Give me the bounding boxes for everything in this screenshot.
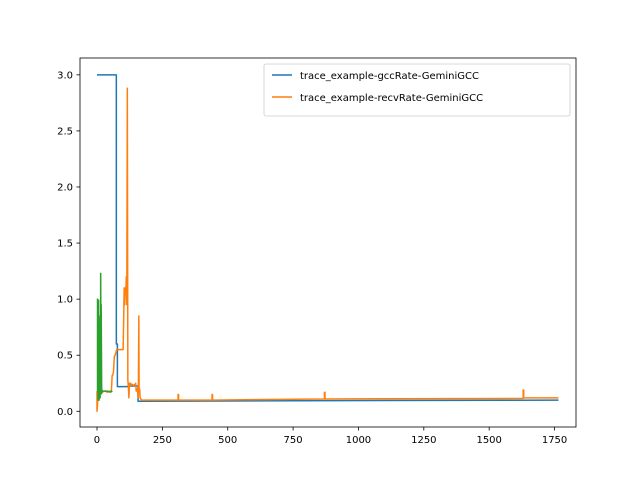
x-tick-label: 250 bbox=[153, 435, 172, 446]
x-tick-label: 1000 bbox=[346, 435, 371, 446]
y-tick-label: 0.5 bbox=[57, 351, 73, 362]
y-tick-label: 0.0 bbox=[57, 407, 73, 418]
y-tick-label: 1.5 bbox=[57, 239, 73, 250]
x-tick-label: 1500 bbox=[476, 435, 501, 446]
x-tick-label: 750 bbox=[284, 435, 303, 446]
series-lines bbox=[96, 74, 559, 413]
y-axis: 0.0 0.5 1.0 1.5 2.0 2.5 3.0 bbox=[57, 70, 80, 418]
series-line-2 bbox=[96, 87, 559, 413]
y-tick-label: 3.0 bbox=[57, 70, 73, 81]
x-axis: 0 250 500 750 1000 1250 1500 1750 bbox=[94, 427, 567, 446]
legend: trace_example-gccRate-GeminiGCC trace_exa… bbox=[263, 63, 571, 117]
y-tick-label: 2.0 bbox=[57, 182, 73, 193]
series-line-3 bbox=[96, 272, 113, 401]
legend-box bbox=[263, 63, 571, 117]
x-tick-label: 500 bbox=[218, 435, 237, 446]
x-tick-label: 1750 bbox=[542, 435, 567, 446]
x-tick-label: 1250 bbox=[411, 435, 436, 446]
y-tick-label: 1.0 bbox=[57, 295, 73, 306]
legend-label: trace_example-gccRate-GeminiGCC bbox=[300, 71, 479, 82]
legend-label: trace_example-recvRate-GeminiGCC bbox=[300, 93, 483, 104]
y-tick-label: 2.5 bbox=[57, 126, 73, 137]
plot-frame bbox=[79, 57, 577, 428]
x-tick-label: 0 bbox=[94, 435, 100, 446]
